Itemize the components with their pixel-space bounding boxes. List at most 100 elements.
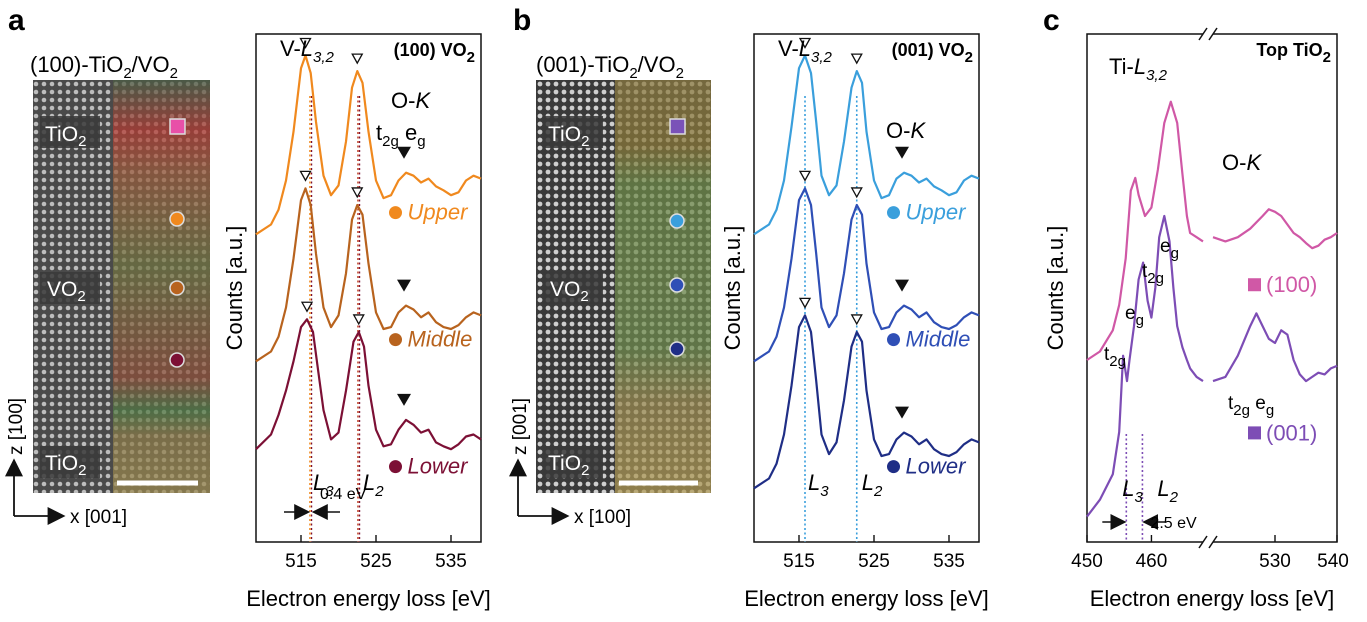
c-y-axis-label: Counts [a.u.] bbox=[1043, 226, 1068, 351]
marker-a-middle bbox=[169, 280, 185, 296]
b-peak-marker bbox=[798, 37, 812, 49]
b-series-lower bbox=[753, 314, 980, 490]
a-series-lower bbox=[255, 318, 482, 451]
c-break-gap-top bbox=[1203, 28, 1213, 40]
b-edge-label: V-L3,2 bbox=[778, 36, 833, 66]
a-xtick-label: 515 bbox=[285, 551, 317, 572]
panel-b-title: (001)-TiO2/VO2 bbox=[536, 52, 684, 82]
a-legend-lower: Lower bbox=[408, 454, 470, 479]
panel-b-axis-z: z [001] bbox=[510, 398, 531, 455]
a-peak-marker bbox=[300, 301, 314, 313]
b-series-upper bbox=[753, 54, 980, 236]
b-peak-marker bbox=[798, 170, 812, 182]
a-L3-label: L3 bbox=[313, 470, 334, 500]
marker-b-middle bbox=[669, 277, 685, 293]
a-peak-marker bbox=[299, 37, 312, 49]
b-peak-marker bbox=[850, 187, 863, 199]
c-t2g-label-l3: t2g bbox=[1104, 344, 1126, 370]
panel-a-axis-z: z [100] bbox=[6, 398, 27, 455]
a-corner-label: (100) VO2 bbox=[394, 40, 475, 66]
panel-a-axis-x: x [001] bbox=[70, 507, 127, 528]
b-ok-marker bbox=[895, 406, 909, 419]
chart-a: 515 525 535 Electron energy loss [eV] Counts… bbox=[222, 33, 491, 611]
c-eg-label-l3: eg bbox=[1125, 303, 1144, 329]
a-peak-marker bbox=[299, 170, 312, 182]
chart-b: 515 525 535 Electron energy loss [eV] Counts… bbox=[720, 33, 989, 611]
marker-b-lower bbox=[669, 341, 685, 357]
a-legend-dot-middle bbox=[389, 333, 402, 347]
c-ok-label: O-K bbox=[1222, 150, 1262, 175]
b-corner-label: (001) VO2 bbox=[892, 40, 973, 66]
c-x-axis-label: Electron energy loss [eV] bbox=[1090, 586, 1335, 611]
panel-c-label: c bbox=[1043, 4, 1060, 37]
c-eg-label-l2: eg bbox=[1160, 236, 1179, 262]
c-xtick-label: 530 bbox=[1259, 551, 1291, 572]
b-legend-upper: Upper bbox=[906, 200, 968, 225]
marker-a-upper bbox=[169, 211, 185, 227]
c-legend-square bbox=[1248, 426, 1261, 440]
c-edge-label: Ti-L3,2 bbox=[1109, 54, 1168, 84]
b-plot-frame bbox=[753, 33, 980, 543]
c-legend-label: (001) bbox=[1266, 420, 1317, 445]
panel-a-layer-bot: TiO2 bbox=[45, 452, 86, 479]
b-xtick-label: 515 bbox=[783, 551, 815, 572]
c-series-right bbox=[1212, 208, 1338, 250]
c-xtick-label: 460 bbox=[1136, 551, 1168, 572]
c-series-left bbox=[1086, 100, 1204, 361]
chart-c: 450 460 530 540 Electron energy loss [eV] Cou… bbox=[1043, 27, 1349, 611]
b-ok-marker bbox=[895, 279, 909, 292]
c-xtick-label: 450 bbox=[1071, 551, 1103, 572]
a-xtick-label: 525 bbox=[360, 551, 392, 572]
c-series-right bbox=[1212, 312, 1338, 383]
a-ok-marker bbox=[397, 393, 411, 406]
panel-b-label: b bbox=[513, 4, 531, 37]
c-t2g-label-l2: t2g bbox=[1142, 261, 1164, 287]
panel-b-layer-bot: TiO2 bbox=[548, 452, 589, 479]
b-x-axis-label: Electron energy loss [eV] bbox=[744, 586, 989, 611]
panel-a-layer-mid: VO2 bbox=[47, 278, 86, 305]
b-legend-lower: Lower bbox=[906, 454, 968, 479]
a-x-axis-label: Electron energy loss [eV] bbox=[246, 586, 491, 611]
marker-b-upper bbox=[669, 213, 685, 229]
a-ok-marker bbox=[397, 279, 411, 292]
b-L2-label: L2 bbox=[862, 470, 883, 500]
b-peak-marker bbox=[798, 297, 812, 309]
marker-a-lower bbox=[169, 352, 185, 368]
c-shift-label: 2.5 eV bbox=[1150, 515, 1197, 532]
c-corner-label: Top TiO2 bbox=[1256, 40, 1331, 66]
b-ok-label: O-K bbox=[886, 118, 926, 143]
c-legend-square bbox=[1248, 278, 1261, 292]
a-y-axis-label: Counts [a.u.] bbox=[222, 226, 247, 351]
b-peak-marker bbox=[850, 53, 863, 65]
a-plot-frame bbox=[255, 33, 482, 543]
a-edge-label: V-L3,2 bbox=[280, 36, 335, 66]
a-peak-marker bbox=[351, 53, 364, 65]
c-legend-label: (100) bbox=[1266, 272, 1317, 297]
c-xtick-label: 540 bbox=[1317, 551, 1349, 572]
marker-a-top-square bbox=[169, 118, 186, 135]
c-axis-break-mark bbox=[1198, 535, 1208, 549]
a-legend-upper: Upper bbox=[408, 200, 470, 225]
a-orbital-label: t2g eg bbox=[376, 120, 426, 150]
a-legend-dot-lower bbox=[389, 460, 402, 474]
b-legend-dot-upper bbox=[887, 206, 900, 220]
panel-a-label: a bbox=[8, 4, 25, 37]
b-y-axis-label: Counts [a.u.] bbox=[720, 226, 745, 351]
a-series-upper bbox=[255, 54, 482, 236]
b-series-middle bbox=[753, 187, 980, 363]
a-xtick-label: 535 bbox=[435, 551, 467, 572]
marker-b-top-square bbox=[669, 118, 686, 135]
panel-a-title: (100)-TiO2/VO2 bbox=[30, 52, 178, 82]
a-peak-marker bbox=[351, 187, 364, 199]
b-legend-dot-lower bbox=[887, 460, 900, 474]
b-peak-marker bbox=[850, 314, 863, 326]
c-orbital-label-ok: t2g eg bbox=[1228, 393, 1274, 419]
a-ok-marker bbox=[397, 146, 411, 159]
a-legend-dot-upper bbox=[389, 206, 402, 220]
b-L3-label: L3 bbox=[808, 470, 829, 500]
a-peak-marker bbox=[352, 314, 365, 326]
a-legend-middle: Middle bbox=[408, 327, 473, 352]
panel-a-layer-top: TiO2 bbox=[45, 123, 86, 150]
a-series-middle bbox=[255, 187, 482, 363]
